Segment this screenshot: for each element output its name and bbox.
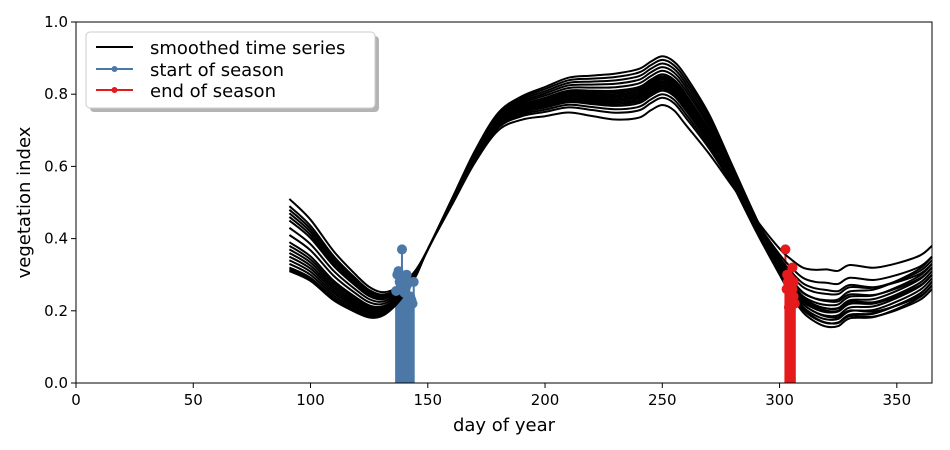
legend-label-end: end of season [150,81,276,102]
end-of-season-marker-17 [782,269,793,280]
legend-marker-end [111,87,118,93]
legend: smoothed time series start of season end… [85,31,379,112]
plot-frame [75,21,933,384]
y-tick-label-2: 0.4 [44,230,68,248]
y-axis-label: vegetation index [14,126,35,278]
start-of-season-marker-16 [399,287,410,298]
legend-marker-start [111,66,118,72]
end-of-season-marker-4 [787,262,798,273]
y-tick-label-4: 0.8 [44,85,68,103]
x-tick-label-1: 50 [184,391,203,409]
x-tick-label-7: 350 [883,391,912,409]
x-tick-label-6: 300 [765,391,794,409]
end-of-season-marker-10 [780,244,791,255]
axes-layer: 0 50 100 150 200 250 300 350 0.0 0.2 0.4 0.6 0.8 1.0 [44,13,911,409]
start-of-season-marker-17 [393,266,404,277]
legend-label-start: start of season [150,60,284,81]
start-of-season-marker-3 [396,244,407,255]
x-tick-label-2: 100 [296,391,325,409]
start-of-season-marker-15 [408,276,419,287]
legend-box [85,31,376,109]
end-of-season-marker-7 [783,302,794,313]
y-tick-label-1: 0.2 [44,302,68,320]
x-axis-label: day of year [453,415,556,436]
y-tick-label-0: 0.0 [44,374,68,392]
y-tick-label-5: 1.0 [44,13,68,31]
x-tick-label-5: 250 [648,391,677,409]
y-tick-label-3: 0.6 [44,157,68,175]
x-tick-label-4: 200 [531,391,560,409]
x-tick-label-0: 0 [71,391,81,409]
plot-layer [288,55,933,383]
legend-label-smoothed: smoothed time series [150,38,345,59]
series-line-17 [288,103,933,319]
series-line-6 [288,75,933,321]
x-tick-label-3: 150 [413,391,442,409]
end-of-season-marker-16 [786,287,797,298]
